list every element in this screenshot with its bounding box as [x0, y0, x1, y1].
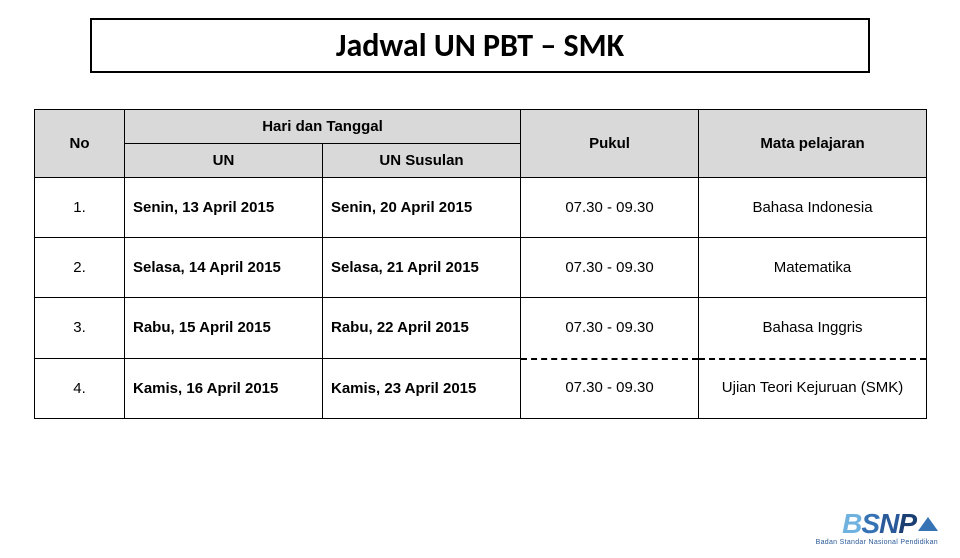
title-container: Jadwal UN PBT – SMK: [90, 18, 870, 73]
cell-un: Rabu, 15 April 2015: [125, 298, 323, 359]
header-no: No: [35, 110, 125, 178]
cell-pukul-bot: 07.30 - 09.30: [521, 358, 698, 418]
cell-mapel-top: Bahasa Inggris: [699, 298, 926, 358]
cell-un: Kamis, 16 April 2015: [125, 358, 323, 419]
header-un-susulan: UN Susulan: [323, 144, 521, 178]
cell-mapel: Bahasa Indonesia: [699, 178, 927, 238]
cell-un: Senin, 13 April 2015: [125, 178, 323, 238]
cell-pukul-top: 07.30 - 09.30: [521, 298, 698, 358]
dashed-divider: [521, 358, 698, 360]
cell-no: 1.: [35, 178, 125, 238]
header-mapel: Mata pelajaran: [699, 110, 927, 178]
table-row: 1. Senin, 13 April 2015 Senin, 20 April …: [35, 178, 927, 238]
logo-subtitle: Badan Standar Nasional Pendidikan: [816, 539, 938, 546]
cell-pukul: 07.30 - 09.30: [521, 178, 699, 238]
bsnp-logo: BSNP Badan Standar Nasional Pendidikan: [816, 510, 938, 546]
triangle-icon: [918, 517, 938, 531]
cell-mapel-split: Bahasa Inggris Ujian Teori Kejuruan (SMK…: [699, 298, 927, 419]
cell-susulan: Selasa, 21 April 2015: [323, 238, 521, 298]
cell-un: Selasa, 14 April 2015: [125, 238, 323, 298]
table-row: 2. Selasa, 14 April 2015 Selasa, 21 Apri…: [35, 238, 927, 298]
cell-susulan: Rabu, 22 April 2015: [323, 298, 521, 359]
cell-mapel-bot: Ujian Teori Kejuruan (SMK): [699, 358, 926, 418]
cell-pukul-split: 07.30 - 09.30 07.30 - 09.30: [521, 298, 699, 419]
page-title: Jadwal UN PBT – SMK: [92, 26, 868, 65]
cell-no: 4.: [35, 358, 125, 419]
cell-susulan: Senin, 20 April 2015: [323, 178, 521, 238]
cell-susulan: Kamis, 23 April 2015: [323, 358, 521, 419]
header-hari-tanggal: Hari dan Tanggal: [125, 110, 521, 144]
cell-mapel: Matematika: [699, 238, 927, 298]
cell-pukul: 07.30 - 09.30: [521, 238, 699, 298]
cell-no: 3.: [35, 298, 125, 359]
logo-text: BSNP: [816, 510, 938, 538]
table-row: 3. Rabu, 15 April 2015 Rabu, 22 April 20…: [35, 298, 927, 359]
dashed-divider: [699, 358, 926, 360]
schedule-table: No Hari dan Tanggal Pukul Mata pelajaran…: [34, 109, 927, 419]
cell-no: 2.: [35, 238, 125, 298]
header-pukul: Pukul: [521, 110, 699, 178]
header-un: UN: [125, 144, 323, 178]
